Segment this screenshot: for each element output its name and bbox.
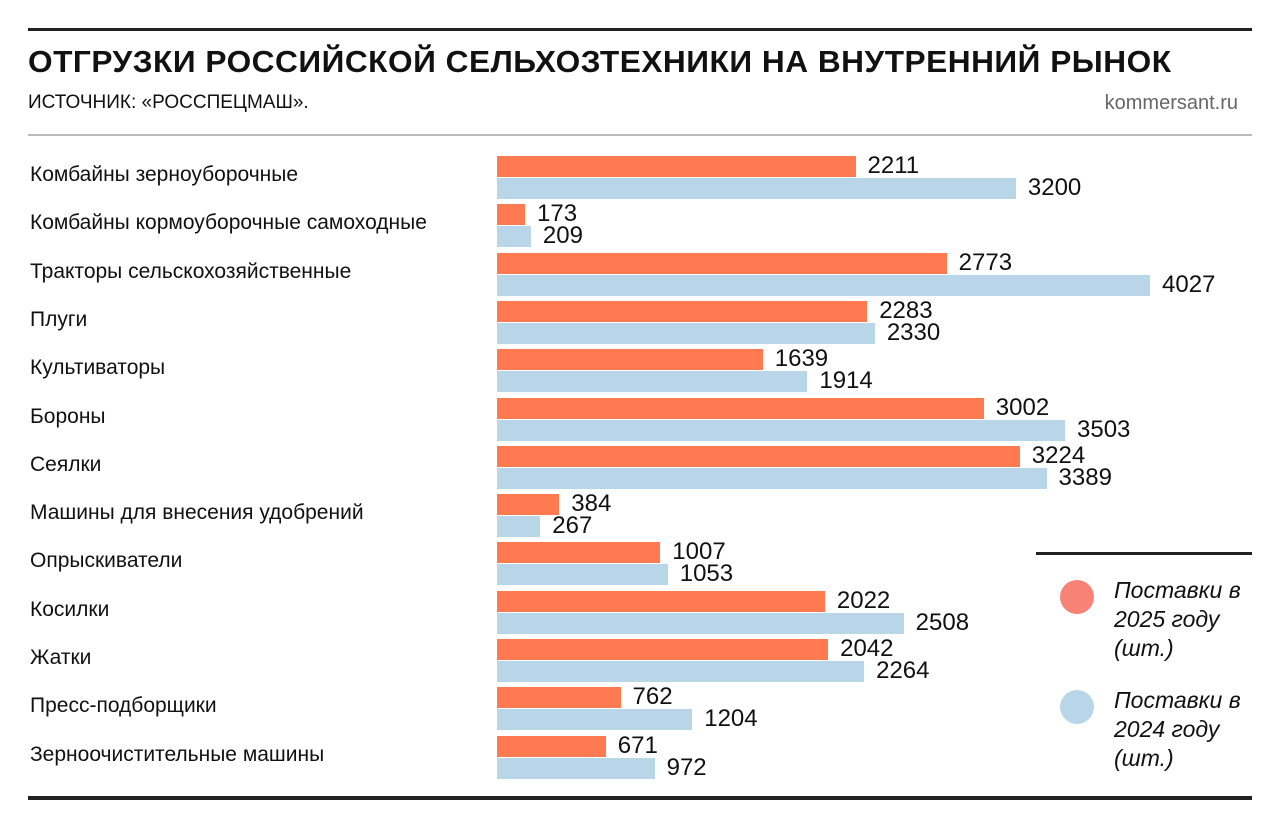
data-label: 671: [617, 731, 658, 759]
data-label: 1639: [774, 345, 829, 373]
data-label: 267: [552, 512, 593, 540]
bar-2024: [497, 564, 668, 586]
category-label: Тракторы сельскохозяйственные: [30, 259, 352, 283]
bar-2025: [497, 156, 856, 177]
bar-2024: [497, 178, 1016, 199]
category-label: Комбайны зерноуборочные: [30, 163, 299, 186]
bar-2025: [497, 542, 661, 564]
category-label: Культиваторы: [30, 356, 166, 380]
data-label: 3224: [1031, 441, 1086, 469]
bar-2025: [497, 300, 868, 322]
legend-label: Поставки в 2024 году (шт.): [1114, 687, 1241, 771]
top-rule: [28, 28, 1252, 31]
bar-2024: [497, 661, 865, 682]
data-label: 4027: [1162, 270, 1216, 298]
chart-title: ОТГРУЗКИ РОССИЙСКОЙ СЕЛЬХОЗТЕХНИКИ НА ВН…: [28, 44, 1172, 79]
data-label: 209: [542, 222, 583, 250]
data-label: 2508: [915, 608, 970, 636]
bar-2024: [497, 322, 875, 344]
bar-2024: [497, 226, 531, 248]
data-label: 2211: [867, 152, 920, 179]
legend-label: Поставки в 2025 году (шт.): [1114, 577, 1241, 661]
category-label: Зерноочистительные машины: [30, 742, 325, 766]
data-label: 1053: [679, 560, 734, 588]
category-label: Опрыскиватели: [30, 549, 183, 573]
bar-2024: [497, 757, 655, 779]
bar-2024: [497, 612, 904, 634]
data-label: 1204: [704, 705, 758, 733]
data-label: 3389: [1058, 463, 1112, 491]
data-label: 2022: [836, 586, 891, 614]
bar-2025: [497, 252, 947, 274]
data-label: 762: [632, 683, 673, 711]
bar-2025: [497, 494, 560, 516]
bar-2025: [497, 590, 825, 612]
category-label: Пресс-подборщики: [30, 694, 217, 718]
category-label: Плуги: [30, 307, 88, 331]
bottom-rule: [28, 796, 1252, 800]
data-label: 972: [666, 753, 707, 781]
data-label: 384: [571, 490, 612, 518]
category-label: Бороны: [30, 404, 106, 428]
data-label: 2283: [879, 296, 933, 324]
bar-2024: [497, 419, 1066, 441]
category-label: Жатки: [30, 646, 92, 669]
data-label: 2330: [886, 318, 941, 346]
chart-source: ИСТОЧНИК: «РОССПЕЦМАШ».: [28, 92, 309, 113]
data-label: 2773: [958, 248, 1013, 276]
category-label: Сеялки: [30, 452, 102, 476]
data-label: 3503: [1077, 415, 1131, 443]
bar-2024: [497, 274, 1150, 296]
bar-2024: [497, 516, 541, 538]
legend-divider: [1036, 552, 1252, 555]
bar-2025: [497, 687, 621, 709]
legend-swatch: [1060, 690, 1094, 724]
category-label: Комбайны кормоуборочные самоходные: [30, 211, 427, 235]
site-credit: kommersant.ru: [1104, 92, 1238, 114]
bar-2025: [497, 349, 763, 371]
bar-2024: [497, 709, 693, 731]
data-label: 2264: [876, 657, 930, 684]
data-label: 1914: [819, 367, 873, 395]
bar-2025: [497, 639, 829, 660]
bar-2025: [497, 397, 984, 419]
data-label: 1007: [672, 538, 726, 566]
bar-2025: [497, 735, 606, 757]
bar-2025: [497, 204, 526, 226]
category-label: Машины для внесения удобрений: [30, 501, 364, 525]
bar-2025: [497, 445, 1020, 467]
bar-2024: [497, 467, 1047, 489]
data-label: 3002: [995, 393, 1050, 421]
data-label: 173: [537, 200, 578, 228]
bar-2024: [497, 371, 808, 393]
legend-swatch: [1060, 580, 1094, 614]
data-label: 2042: [840, 635, 894, 662]
data-label: 3200: [1027, 174, 1082, 201]
category-label: Косилки: [30, 597, 110, 621]
header-rule: [28, 134, 1252, 136]
